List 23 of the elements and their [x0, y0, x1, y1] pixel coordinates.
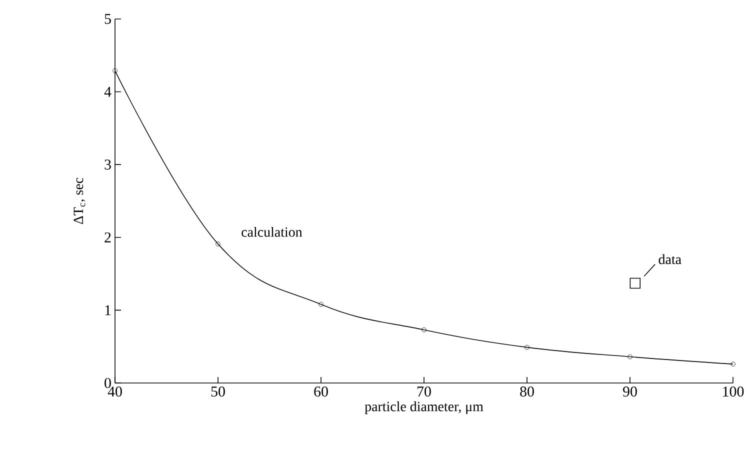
y-tick-label: 0 — [104, 378, 111, 388]
x-tick-label: 70 — [418, 386, 431, 397]
point — [524, 344, 530, 350]
x-tick-label: 50 — [211, 386, 225, 397]
series-label: calculation — [242, 226, 302, 237]
x-tick-label: 100 — [723, 386, 744, 397]
x-axis-title: particle diameter, μm — [364, 401, 484, 414]
y-tick-label: 3 — [104, 160, 111, 170]
series-label: data — [658, 254, 682, 264]
y-tick-label: 1 — [105, 305, 111, 316]
x-tick-label: 60 — [314, 386, 328, 397]
x-tick-label: 90 — [623, 386, 637, 397]
point — [422, 327, 426, 332]
y-tick-label: 2 — [104, 232, 111, 242]
y-axis-title: ΔT$_{c}$, sec — [74, 178, 86, 224]
point — [628, 354, 632, 360]
point — [630, 278, 641, 289]
x-tick-label: 40 — [108, 386, 122, 397]
x-tick-label: 80 — [520, 386, 534, 397]
y-tick-label: 5 — [104, 14, 111, 24]
y-tick-label: 4 — [104, 86, 112, 97]
point — [216, 242, 220, 246]
point — [318, 302, 324, 307]
